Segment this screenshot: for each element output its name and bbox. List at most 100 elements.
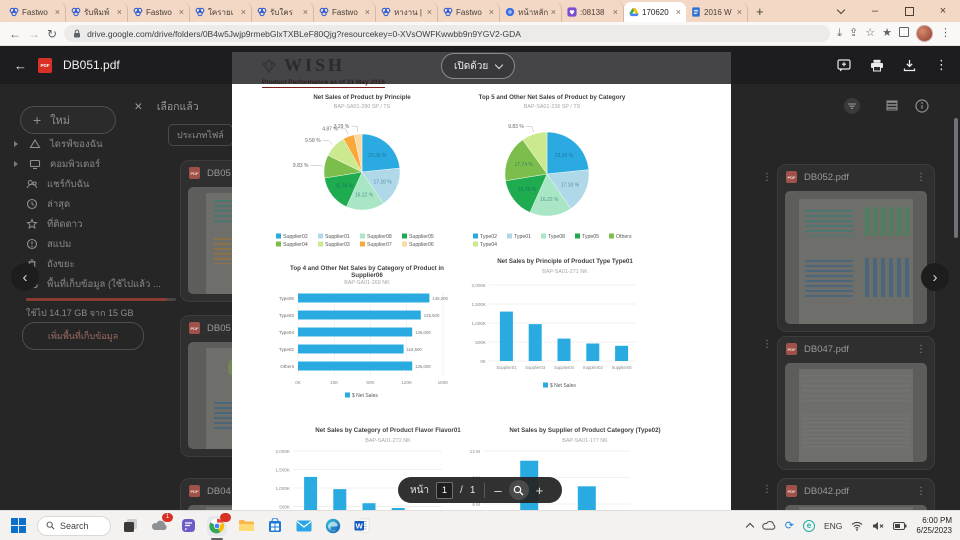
preview-menu-icon[interactable]: ⋮: [935, 57, 948, 72]
bookmark-star-icon[interactable]: ☆: [865, 27, 876, 39]
tray-antivirus-icon[interactable]: e: [802, 519, 815, 532]
browser-tab[interactable]: Fastwo ×: [4, 2, 66, 22]
page-number-input[interactable]: 1: [436, 481, 454, 499]
sidebar-item-computer[interactable]: คอมพิวเตอร์: [0, 154, 180, 174]
browser-tab[interactable]: หางาน | ×: [376, 2, 438, 22]
sidebar-item-mydrive[interactable]: ไดรฟ์ของฉัน: [0, 134, 180, 154]
tab-close-icon[interactable]: ×: [240, 7, 246, 17]
language-indicator[interactable]: ENG: [823, 520, 843, 531]
file-menu-icon[interactable]: ⋮: [916, 343, 926, 355]
tab-close-icon[interactable]: ×: [54, 7, 60, 17]
expander-icon[interactable]: [14, 161, 18, 167]
address-bar[interactable]: drive.google.com/drive/folders/0B4w5Jwjp…: [64, 25, 831, 42]
browser-tab[interactable]: รับใคร ×: [252, 2, 314, 22]
back-icon[interactable]: ←: [9, 26, 21, 41]
browser-tab[interactable]: :08138 ×: [562, 2, 624, 22]
tab-close-icon[interactable]: ×: [736, 7, 742, 17]
sidebar-item-recent[interactable]: ล่าสุด: [0, 194, 180, 214]
sidebar-item-label: ล่าสุด: [47, 198, 71, 210]
store-icon[interactable]: [265, 516, 285, 536]
file-menu-icon[interactable]: ⋮: [762, 339, 772, 350]
download-icon[interactable]: [903, 59, 916, 72]
tab-close-icon[interactable]: ×: [675, 7, 681, 17]
tab-close-icon[interactable]: ×: [364, 7, 370, 17]
word-icon[interactable]: W: [352, 516, 372, 536]
grid-view-icon[interactable]: [884, 98, 900, 114]
browser-tab[interactable]: รับพิมพ์ ×: [66, 2, 128, 22]
minimize-button[interactable]: –: [871, 5, 879, 17]
maximize-button[interactable]: [892, 0, 926, 22]
add-comment-icon[interactable]: [837, 58, 851, 72]
print-icon[interactable]: [870, 59, 884, 72]
tab-close-icon[interactable]: ×: [178, 7, 184, 17]
buy-storage-button[interactable]: เพิ่มพื้นที่เก็บข้อมูล: [22, 322, 144, 350]
file-menu-icon[interactable]: ⋮: [916, 171, 926, 183]
chat-icon[interactable]: [178, 516, 198, 536]
tab-close-icon[interactable]: ×: [612, 7, 618, 17]
file-explorer-icon[interactable]: [236, 516, 256, 536]
extensions-icon[interactable]: ★: [882, 27, 892, 39]
zoom-out-icon[interactable]: –: [494, 482, 502, 498]
new-tab-button[interactable]: +: [756, 4, 764, 19]
file-menu-icon[interactable]: ⋮: [916, 485, 926, 497]
tray-sync-icon[interactable]: ⟳: [784, 520, 794, 532]
share-icon[interactable]: ⇪: [849, 27, 859, 39]
file-type-chip[interactable]: ประเภทไฟล์: [168, 124, 233, 146]
tab-label: หางาน |: [394, 7, 422, 17]
reload-icon[interactable]: ↻: [47, 26, 58, 41]
info-icon[interactable]: [914, 98, 930, 114]
close-button[interactable]: ×: [939, 5, 947, 17]
file-menu-icon[interactable]: ⋮: [762, 484, 772, 495]
expander-icon[interactable]: [14, 141, 18, 147]
file-card-DB052.pdf[interactable]: PDF DB052.pdf ⋮: [777, 164, 935, 332]
browser-menu-icon[interactable]: ⋮: [940, 27, 951, 39]
drive-scrollbar[interactable]: [954, 118, 958, 238]
next-page-button[interactable]: ›: [921, 263, 949, 291]
start-button[interactable]: [8, 516, 28, 536]
preview-back-icon[interactable]: ←: [14, 57, 27, 73]
tab-close-icon[interactable]: ×: [116, 7, 122, 17]
browser-tab[interactable]: 2016 W ×: [686, 2, 748, 22]
clear-selection-icon[interactable]: ✕: [134, 100, 143, 113]
file-card-DB042.pdf[interactable]: PDF DB042.pdf ⋮: [777, 478, 935, 510]
browser-tab[interactable]: ใครายเ ×: [190, 2, 252, 22]
save-page-icon[interactable]: ⤓: [837, 27, 843, 39]
previous-page-button[interactable]: ‹: [11, 263, 39, 291]
tab-close-icon[interactable]: ×: [302, 7, 308, 17]
open-with-button[interactable]: เปิดด้วย: [441, 53, 516, 79]
browser-tab[interactable]: 170620 ×: [624, 2, 686, 22]
tab-close-icon[interactable]: ×: [550, 7, 556, 17]
filter-list-icon[interactable]: [844, 98, 860, 114]
svg-text:2,000K: 2,000K: [471, 283, 486, 288]
zoom-tool-button[interactable]: [508, 480, 529, 500]
tab-search-icon[interactable]: [824, 0, 858, 22]
tab-close-icon[interactable]: ×: [488, 7, 494, 17]
wifi-icon[interactable]: [851, 521, 863, 531]
drive-new-button[interactable]: + ใหม่: [20, 106, 116, 134]
sidebar-item-spam[interactable]: สแปม: [0, 234, 180, 254]
browser-tab[interactable]: Fastwo ×: [128, 2, 190, 22]
volume-muted-icon[interactable]: [872, 521, 884, 531]
sidebar-item-starred[interactable]: ที่ติดดาว: [0, 214, 180, 234]
taskbar-search[interactable]: Search: [37, 515, 111, 536]
zoom-in-icon[interactable]: +: [535, 482, 544, 498]
sidebar-item-shared[interactable]: แชร์กับฉัน: [0, 174, 180, 194]
browser-tab[interactable]: หน้าหลัก ×: [500, 2, 562, 22]
task-view-icon[interactable]: [120, 516, 140, 536]
onedrive-icon[interactable]: 1: [149, 512, 173, 536]
file-menu-icon[interactable]: ⋮: [762, 172, 772, 183]
chrome-icon[interactable]: [207, 512, 231, 540]
forward-icon[interactable]: →: [28, 26, 40, 41]
profile-avatar[interactable]: [916, 25, 933, 42]
tray-expand-icon[interactable]: [745, 521, 755, 532]
tray-onedrive-icon[interactable]: [762, 521, 776, 530]
battery-icon[interactable]: [893, 521, 907, 530]
file-card-DB047.pdf[interactable]: PDF DB047.pdf ⋮: [777, 336, 935, 470]
browser-tab[interactable]: Fastwo ×: [314, 2, 376, 22]
mail-icon[interactable]: [294, 516, 314, 536]
clock[interactable]: 6:00 PM 6/25/2023: [916, 516, 952, 536]
tab-close-icon[interactable]: ×: [426, 7, 432, 17]
browser-tab[interactable]: Fastwo ×: [438, 2, 500, 22]
edge-icon[interactable]: [323, 516, 343, 536]
tab-organize-icon[interactable]: [899, 27, 909, 40]
